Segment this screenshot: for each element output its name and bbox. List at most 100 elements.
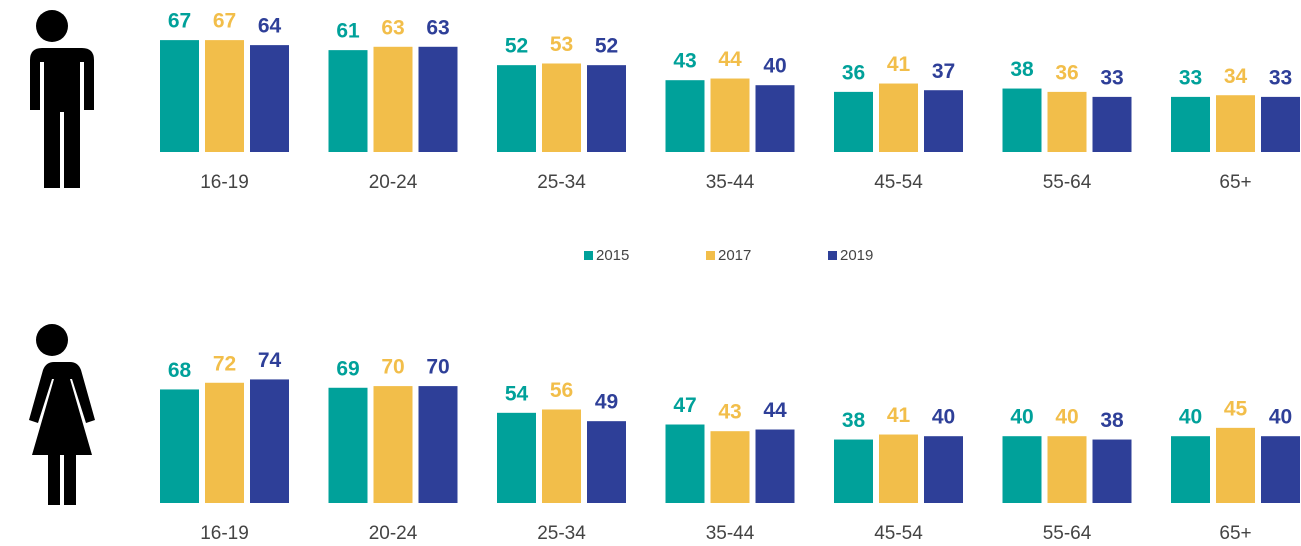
bar (542, 63, 581, 152)
bar (710, 431, 750, 503)
bar (665, 80, 705, 152)
data-label: 74 (258, 349, 282, 372)
bar (1092, 96, 1132, 152)
data-label: 49 (595, 391, 618, 414)
bar (205, 382, 244, 503)
data-label: 72 (213, 352, 236, 375)
data-label: 40 (1010, 406, 1033, 429)
female-icon (29, 324, 95, 505)
data-label: 54 (505, 382, 529, 405)
legend-swatch (706, 251, 715, 260)
x-tick-label: 65+ (1219, 172, 1251, 193)
data-label: 36 (1055, 61, 1078, 84)
legend-swatch (584, 251, 593, 260)
bar (834, 91, 873, 152)
bar (834, 439, 873, 503)
data-label: 40 (763, 55, 786, 78)
x-tick-label: 25-34 (537, 523, 586, 544)
data-label: 40 (932, 406, 955, 429)
x-tick-label: 45-54 (874, 172, 923, 193)
bar (924, 90, 963, 152)
x-tick-label: 45-54 (874, 523, 923, 544)
data-label: 36 (842, 61, 865, 84)
bar (542, 409, 581, 503)
bar (1171, 96, 1210, 152)
x-tick-label: 55-64 (1043, 172, 1092, 193)
legend-label: 2017 (718, 247, 751, 264)
x-tick-label: 65+ (1219, 523, 1251, 544)
data-label: 45 (1224, 397, 1248, 420)
bar (1261, 96, 1300, 152)
bar (160, 40, 199, 152)
bar (1216, 427, 1255, 503)
x-tick-label: 55-64 (1043, 523, 1092, 544)
data-label: 40 (1055, 406, 1078, 429)
bar (924, 436, 963, 503)
bar (587, 421, 626, 503)
data-label: 63 (381, 16, 404, 39)
data-label: 41 (887, 404, 911, 427)
data-label: 41 (887, 53, 911, 76)
bar (1092, 439, 1132, 503)
x-tick-label: 16-19 (200, 172, 249, 193)
data-label: 34 (1224, 65, 1248, 88)
bar (1002, 88, 1042, 152)
data-label: 69 (336, 357, 359, 380)
data-label: 64 (258, 15, 282, 38)
bar (497, 412, 536, 503)
bar (497, 65, 536, 152)
data-label: 38 (842, 409, 866, 432)
data-label: 70 (381, 356, 404, 379)
data-label: 47 (673, 394, 696, 417)
data-label: 67 (168, 10, 191, 33)
bar (418, 46, 458, 152)
data-label: 53 (550, 33, 573, 56)
legend-swatch (828, 251, 837, 260)
data-label: 44 (718, 48, 742, 71)
bar (1002, 436, 1042, 503)
data-label: 52 (595, 35, 618, 58)
x-tick-label: 25-34 (537, 172, 586, 193)
male-icon (22, 10, 94, 188)
data-label: 38 (1100, 409, 1124, 432)
data-label: 56 (550, 379, 573, 402)
data-label: 67 (213, 10, 236, 33)
data-label: 44 (763, 399, 787, 422)
data-label: 61 (336, 20, 360, 43)
bar (328, 50, 368, 152)
bar (373, 386, 413, 503)
data-label: 40 (1269, 406, 1292, 429)
bar (250, 45, 289, 153)
bar (328, 387, 368, 503)
bar (755, 429, 795, 503)
bar (160, 389, 199, 503)
data-label: 33 (1100, 66, 1123, 89)
bar (879, 83, 918, 152)
bar (755, 85, 795, 152)
bar (879, 434, 918, 503)
data-label: 33 (1179, 66, 1202, 89)
data-label: 33 (1269, 66, 1292, 89)
bar (710, 78, 750, 152)
bar (1047, 436, 1087, 503)
bar (1047, 91, 1087, 152)
data-label: 63 (426, 16, 449, 39)
bar (665, 424, 705, 503)
x-tick-label: 35-44 (706, 172, 755, 193)
bar (418, 386, 458, 503)
legend-label: 2015 (596, 247, 629, 264)
bar (1216, 95, 1255, 152)
data-label: 70 (426, 356, 449, 379)
data-label: 40 (1179, 406, 1202, 429)
data-label: 43 (718, 401, 741, 424)
x-tick-label: 20-24 (369, 523, 418, 544)
bar (373, 46, 413, 152)
data-label: 52 (505, 35, 528, 58)
data-label: 37 (932, 60, 955, 83)
bar (1261, 436, 1300, 503)
x-tick-label: 20-24 (369, 172, 418, 193)
x-tick-label: 35-44 (706, 523, 755, 544)
bar (1171, 436, 1210, 503)
data-label: 68 (168, 359, 192, 382)
